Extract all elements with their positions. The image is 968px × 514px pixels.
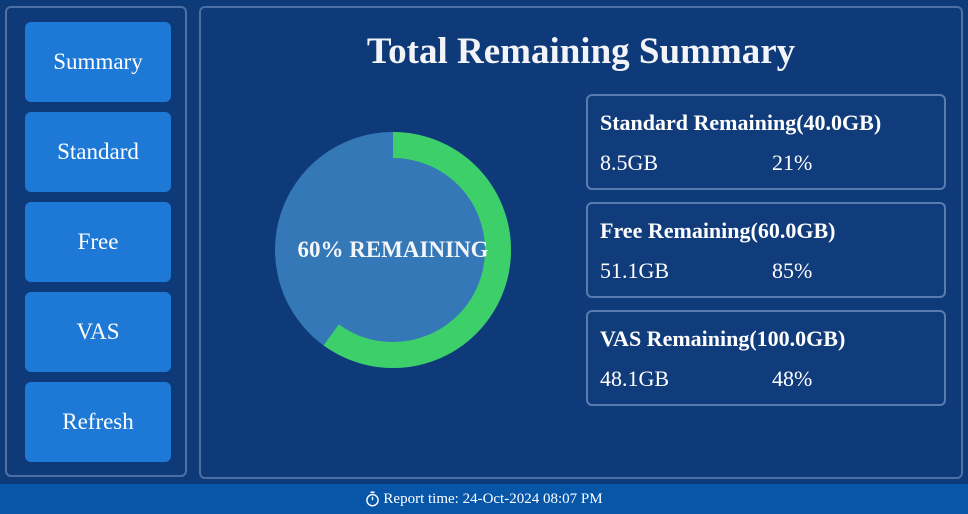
free-button[interactable]: Free — [25, 202, 171, 282]
card-title: Free Remaining(60.0GB) — [600, 218, 836, 243]
standard-remaining-card: Standard Remaining(40.0GB) 8.5GB 21% — [586, 94, 946, 190]
donut-track — [275, 132, 511, 368]
free-remaining-card: Free Remaining(60.0GB) 51.1GB 85% — [586, 202, 946, 298]
remaining-donut-chart: 60% REMAINING — [261, 118, 525, 382]
main-panel: Total Remaining Summary 60% REMAINING St… — [199, 6, 963, 479]
vas-remaining-card: VAS Remaining(100.0GB) 48.1GB 48% — [586, 310, 946, 406]
refresh-button[interactable]: Refresh — [25, 382, 171, 462]
donut-remaining-arc — [275, 132, 511, 368]
card-title: Standard Remaining(40.0GB) — [600, 110, 882, 135]
card-amount: 48.1GB — [600, 366, 670, 391]
sidebar: Summary Standard Free VAS Refresh — [5, 6, 187, 477]
donut-center-label: 60% REMAINING — [297, 237, 489, 262]
summary-button[interactable]: Summary — [25, 22, 171, 102]
card-percent: 21% — [772, 150, 813, 175]
card-title: VAS Remaining(100.0GB) — [600, 326, 846, 351]
vas-button[interactable]: VAS — [25, 292, 171, 372]
card-percent: 85% — [772, 258, 813, 283]
card-amount: 51.1GB — [600, 258, 670, 283]
donut-svg — [275, 132, 511, 368]
report-footer: Report time: 24-Oct-2024 08:07 PM — [0, 484, 968, 514]
card-percent: 48% — [772, 366, 813, 391]
page-title: Total Remaining Summary — [366, 31, 796, 72]
standard-button[interactable]: Standard — [25, 112, 171, 192]
card-amount: 8.5GB — [600, 150, 659, 175]
report-time-text: Report time: 24-Oct-2024 08:07 PM — [383, 490, 603, 507]
timer-icon — [366, 491, 380, 507]
